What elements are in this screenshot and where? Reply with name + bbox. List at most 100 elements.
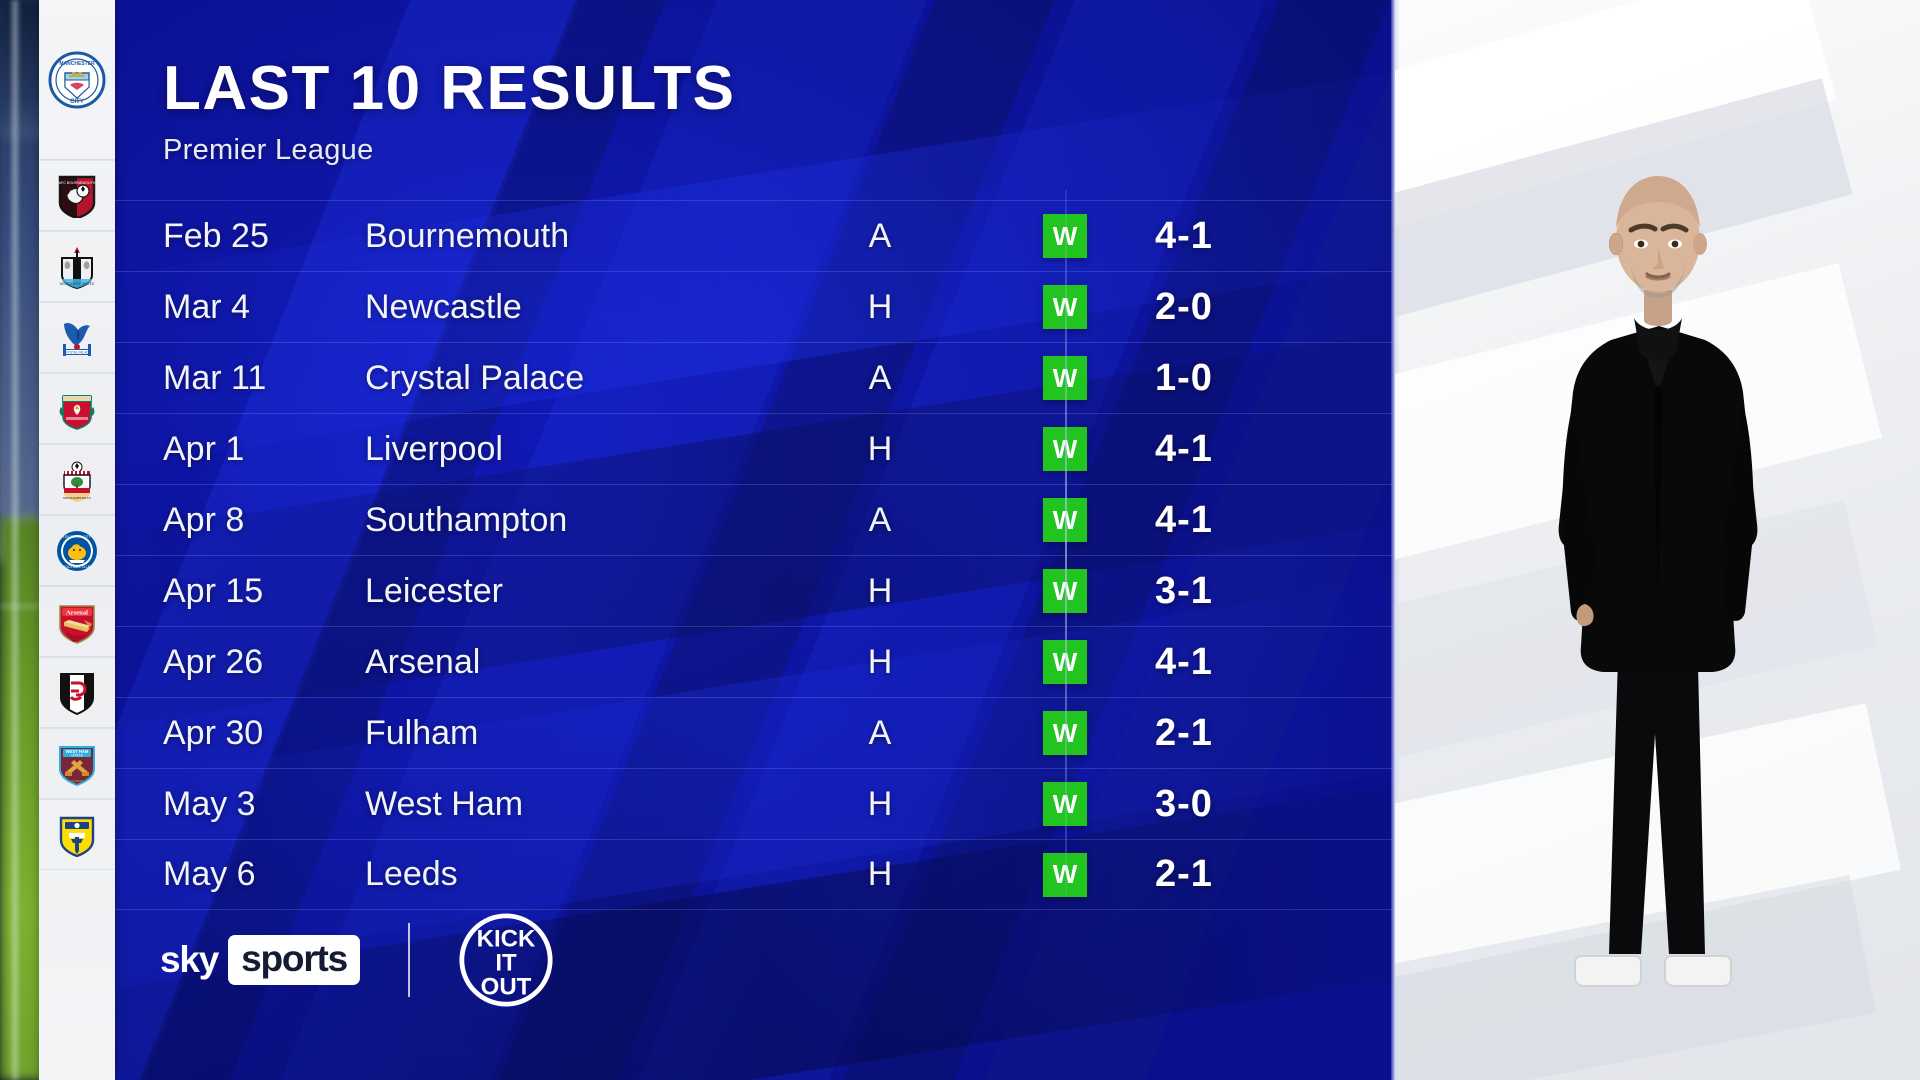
cell-opponent: Southampton [365, 500, 568, 539]
svg-text:FOOTBALL CLUB: FOOTBALL CLUB [63, 565, 91, 569]
crest-cell-leicester: LEICESTER CITY FOOTBALL CLUB [39, 515, 115, 586]
cell-score: 4-1 [1155, 498, 1213, 541]
pep-guardiola-portrait [1558, 176, 1757, 987]
cell-opponent: Bournemouth [365, 216, 570, 255]
cell-opponent: Newcastle [365, 287, 522, 326]
crest-cell-bournemouth: AFC BOURNEMOUTH [39, 160, 115, 231]
cell-date: Mar 4 [163, 287, 250, 326]
results-panel-background [115, 0, 1395, 1080]
crest-cell-liverpool [39, 373, 115, 444]
page-subtitle: Premier League [163, 134, 374, 166]
sports-wordmark: sports [241, 938, 348, 979]
svg-text:Arsenal: Arsenal [66, 609, 88, 616]
table-row[interactable]: Mar 4NewcastleHW2-0 [115, 271, 1395, 342]
table-row[interactable]: Apr 1LiverpoolHW4-1 [115, 413, 1395, 484]
cell-venue: A [868, 216, 892, 255]
cell-date: Feb 25 [163, 216, 269, 255]
page-title: LAST 10 RESULTS [163, 54, 736, 123]
svg-text:CRYSTAL PALACE: CRYSTAL PALACE [63, 350, 91, 354]
newcastle-crest: NEWCASTLE UNITED [60, 246, 95, 289]
cell-venue: H [867, 784, 893, 823]
cell-date: Mar 11 [163, 358, 267, 397]
cell-venue: A [868, 500, 892, 539]
crest-cell-crystal-palace: CRYSTAL PALACE [39, 302, 115, 373]
sky-sports-logo: sky sports [160, 935, 361, 985]
cell-opponent: Crystal Palace [365, 358, 585, 397]
cell-venue: H [867, 287, 893, 326]
sky-wordmark: sky [160, 939, 219, 980]
liverpool-crest [59, 394, 95, 430]
crest-cell-fulham [39, 657, 115, 728]
cell-venue: A [868, 713, 892, 752]
table-row[interactable]: Apr 26ArsenalHW4-1 [115, 626, 1395, 697]
table-row[interactable]: Apr 8SouthamptonAW4-1 [115, 484, 1395, 555]
cell-score: 4-1 [1155, 640, 1213, 683]
svg-text:LEICESTER CITY: LEICESTER CITY [63, 535, 91, 539]
cell-date: Apr 1 [163, 429, 245, 468]
kick-it-out-line2: IT [495, 950, 517, 977]
sports-wordmark-box: sports [228, 935, 361, 985]
table-row[interactable]: Feb 25 Bournemouth A W 4-1 [115, 200, 1395, 271]
svg-text:SOUTHAMPTON FC: SOUTHAMPTON FC [63, 496, 92, 500]
southampton-crest: SOUTHAMPTON FC [63, 461, 92, 502]
arsenal-crest: Arsenal [59, 604, 95, 644]
crystal-palace-crest: CRYSTAL PALACE [63, 322, 91, 356]
cell-result: W [975, 214, 1155, 258]
footer-logos: sky sports KICK IT OUT [160, 912, 554, 1008]
cell-score: 4-1 [1155, 214, 1213, 257]
west-ham-crest: WEST HAM UNITED LONDON [59, 745, 95, 786]
svg-text:MANCHESTER: MANCHESTER [59, 61, 95, 67]
svg-text:CITY: CITY [70, 99, 84, 105]
cell-score: 3-1 [1155, 569, 1213, 612]
title-block: LAST 10 RESULTS Premier League [163, 58, 736, 167]
crest-cell-manchester-city: MANCHESTER CITY [39, 0, 115, 160]
crest-cell-leeds [39, 799, 115, 870]
leicester-crest: LEICESTER CITY FOOTBALL CLUB [57, 530, 97, 571]
cell-venue: H [867, 642, 893, 681]
svg-text:NEWCASTLE UNITED: NEWCASTLE UNITED [60, 282, 95, 286]
presenter-panel [1395, 0, 1920, 1080]
cell-venue: A [868, 358, 892, 397]
logo-separator [408, 923, 411, 997]
cell-opponent: Fulham [365, 713, 479, 752]
table-row[interactable]: May 6LeedsHW2-1 [115, 839, 1395, 910]
table-row[interactable]: Apr 15LeicesterHW3-1 [115, 555, 1395, 626]
cell-score: 3-0 [1155, 782, 1213, 825]
cell-opponent: Leeds [365, 855, 458, 893]
bournemouth-crest: AFC BOURNEMOUTH [59, 175, 96, 218]
cell-date: May 6 [163, 855, 256, 893]
crest-cell-arsenal: Arsenal [39, 586, 115, 657]
results-table: Feb 25 Bournemouth A W 4-1 Mar 4 Newcastle H W 2-… [115, 200, 1395, 910]
kick-it-out-logo: KICK IT OUT [459, 913, 553, 1007]
table-row[interactable]: Apr 30FulhamAW2-1 [115, 697, 1395, 768]
svg-text:WEST HAM: WEST HAM [66, 749, 89, 754]
cell-opponent: Leicester [365, 571, 503, 610]
kick-it-out-line1: KICK [477, 926, 536, 953]
cell-score: 1-0 [1155, 356, 1213, 399]
cell-opponent: Arsenal [365, 642, 481, 681]
cell-date: Apr 26 [163, 642, 264, 681]
cell-score: 4-1 [1155, 427, 1213, 470]
cell-date: May 3 [163, 784, 256, 823]
backdrop-post-left [10, 0, 20, 1080]
club-crest-rail: MANCHESTER CITY AFC BOURNEMOUTH NEWCASTL… [39, 0, 115, 1080]
leeds-crest [59, 816, 95, 857]
manchester-city-crest: MANCHESTER CITY [48, 51, 106, 108]
crest-cell-newcastle: NEWCASTLE UNITED [39, 231, 115, 302]
cell-date: Apr 8 [163, 500, 245, 539]
svg-text:UNITED: UNITED [71, 753, 84, 757]
cell-date: Apr 15 [163, 571, 264, 610]
fulham-crest [60, 672, 94, 715]
column-divider [1065, 190, 1067, 895]
cell-opponent: West Ham [365, 784, 524, 823]
cell-score: 2-1 [1155, 853, 1213, 895]
kick-it-out-line3: OUT [481, 974, 532, 1001]
cell-date: Apr 30 [163, 713, 264, 752]
result-badge-win: W [1043, 214, 1087, 258]
cell-venue: H [867, 429, 893, 468]
svg-text:AFC BOURNEMOUTH: AFC BOURNEMOUTH [59, 181, 96, 185]
cell-venue: H [867, 855, 893, 893]
cell-score: 2-1 [1155, 711, 1213, 754]
